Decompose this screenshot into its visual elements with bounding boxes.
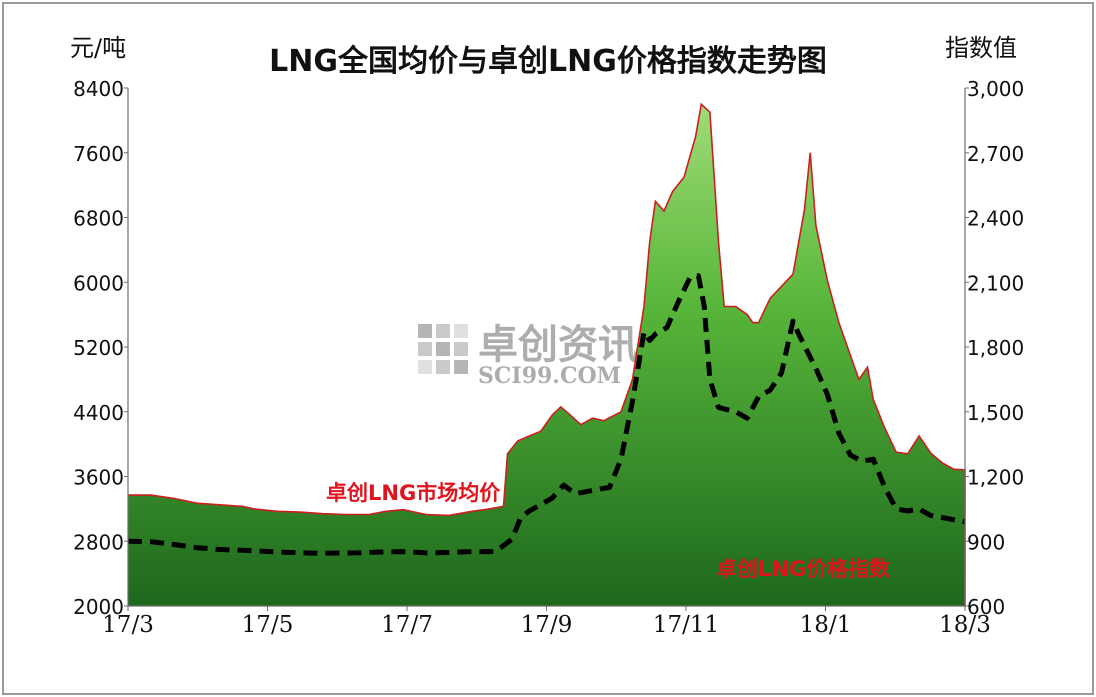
watermark-logo-icon — [418, 324, 468, 374]
watermark-cn: 卓创资讯 — [478, 322, 638, 368]
right-tick-label: 3,000 — [967, 77, 1024, 101]
left-tick-label: 7600 — [73, 142, 124, 166]
index-series-label: 卓创LNG价格指数 — [716, 557, 891, 581]
plot-area — [127, 102, 966, 606]
x-tick-label: 18/3 — [939, 612, 991, 638]
right-tick-label: 900 — [967, 530, 1005, 554]
area-outline — [128, 102, 966, 606]
watermark-en: SCI99.COM — [478, 363, 621, 389]
x-tick-label: 18/1 — [800, 612, 852, 638]
left-tick-label: 6000 — [73, 271, 124, 295]
left-tick-label: 2000 — [73, 595, 124, 619]
x-tick-label: 17/11 — [653, 612, 719, 638]
right-tick-label: 2,400 — [967, 207, 1024, 231]
x-tick-label: 17/9 — [521, 612, 573, 638]
right-tick-label: 1,800 — [967, 336, 1024, 360]
area-series-label: 卓创LNG市场均价 — [326, 481, 501, 505]
left-tick-label: 2800 — [73, 530, 124, 554]
right-tick-label: 1,200 — [967, 466, 1024, 490]
index-line — [127, 273, 966, 556]
left-tick-label: 5200 — [73, 336, 124, 360]
x-tick-label: 17/5 — [242, 612, 294, 638]
left-tick-label: 4400 — [73, 401, 124, 425]
x-tick-label: 17/7 — [381, 612, 433, 638]
right-tick-label: 2,700 — [967, 142, 1024, 166]
right-tick-label: 1,500 — [967, 401, 1024, 425]
watermark: 卓创资讯 SCI99.COM — [418, 322, 638, 389]
x-tick-label: 17/3 — [102, 612, 154, 638]
chart-title: LNG全国均价与卓创LNG价格指数走势图 — [269, 44, 827, 79]
left-tick-label: 8400 — [73, 77, 124, 101]
left-tick-label: 3600 — [73, 466, 124, 490]
right-tick-label: 2,100 — [967, 271, 1024, 295]
area-fill — [128, 104, 965, 606]
right-tick-label: 600 — [967, 595, 1005, 619]
axes: 2000 2800 3600 4400 5200 6000 6800 7600 8400 600 9… — [73, 77, 1024, 638]
left-axis-unit: 元/吨 — [70, 34, 127, 62]
left-tick-label: 6800 — [73, 207, 124, 231]
right-axis-unit: 指数值 — [945, 34, 1017, 62]
